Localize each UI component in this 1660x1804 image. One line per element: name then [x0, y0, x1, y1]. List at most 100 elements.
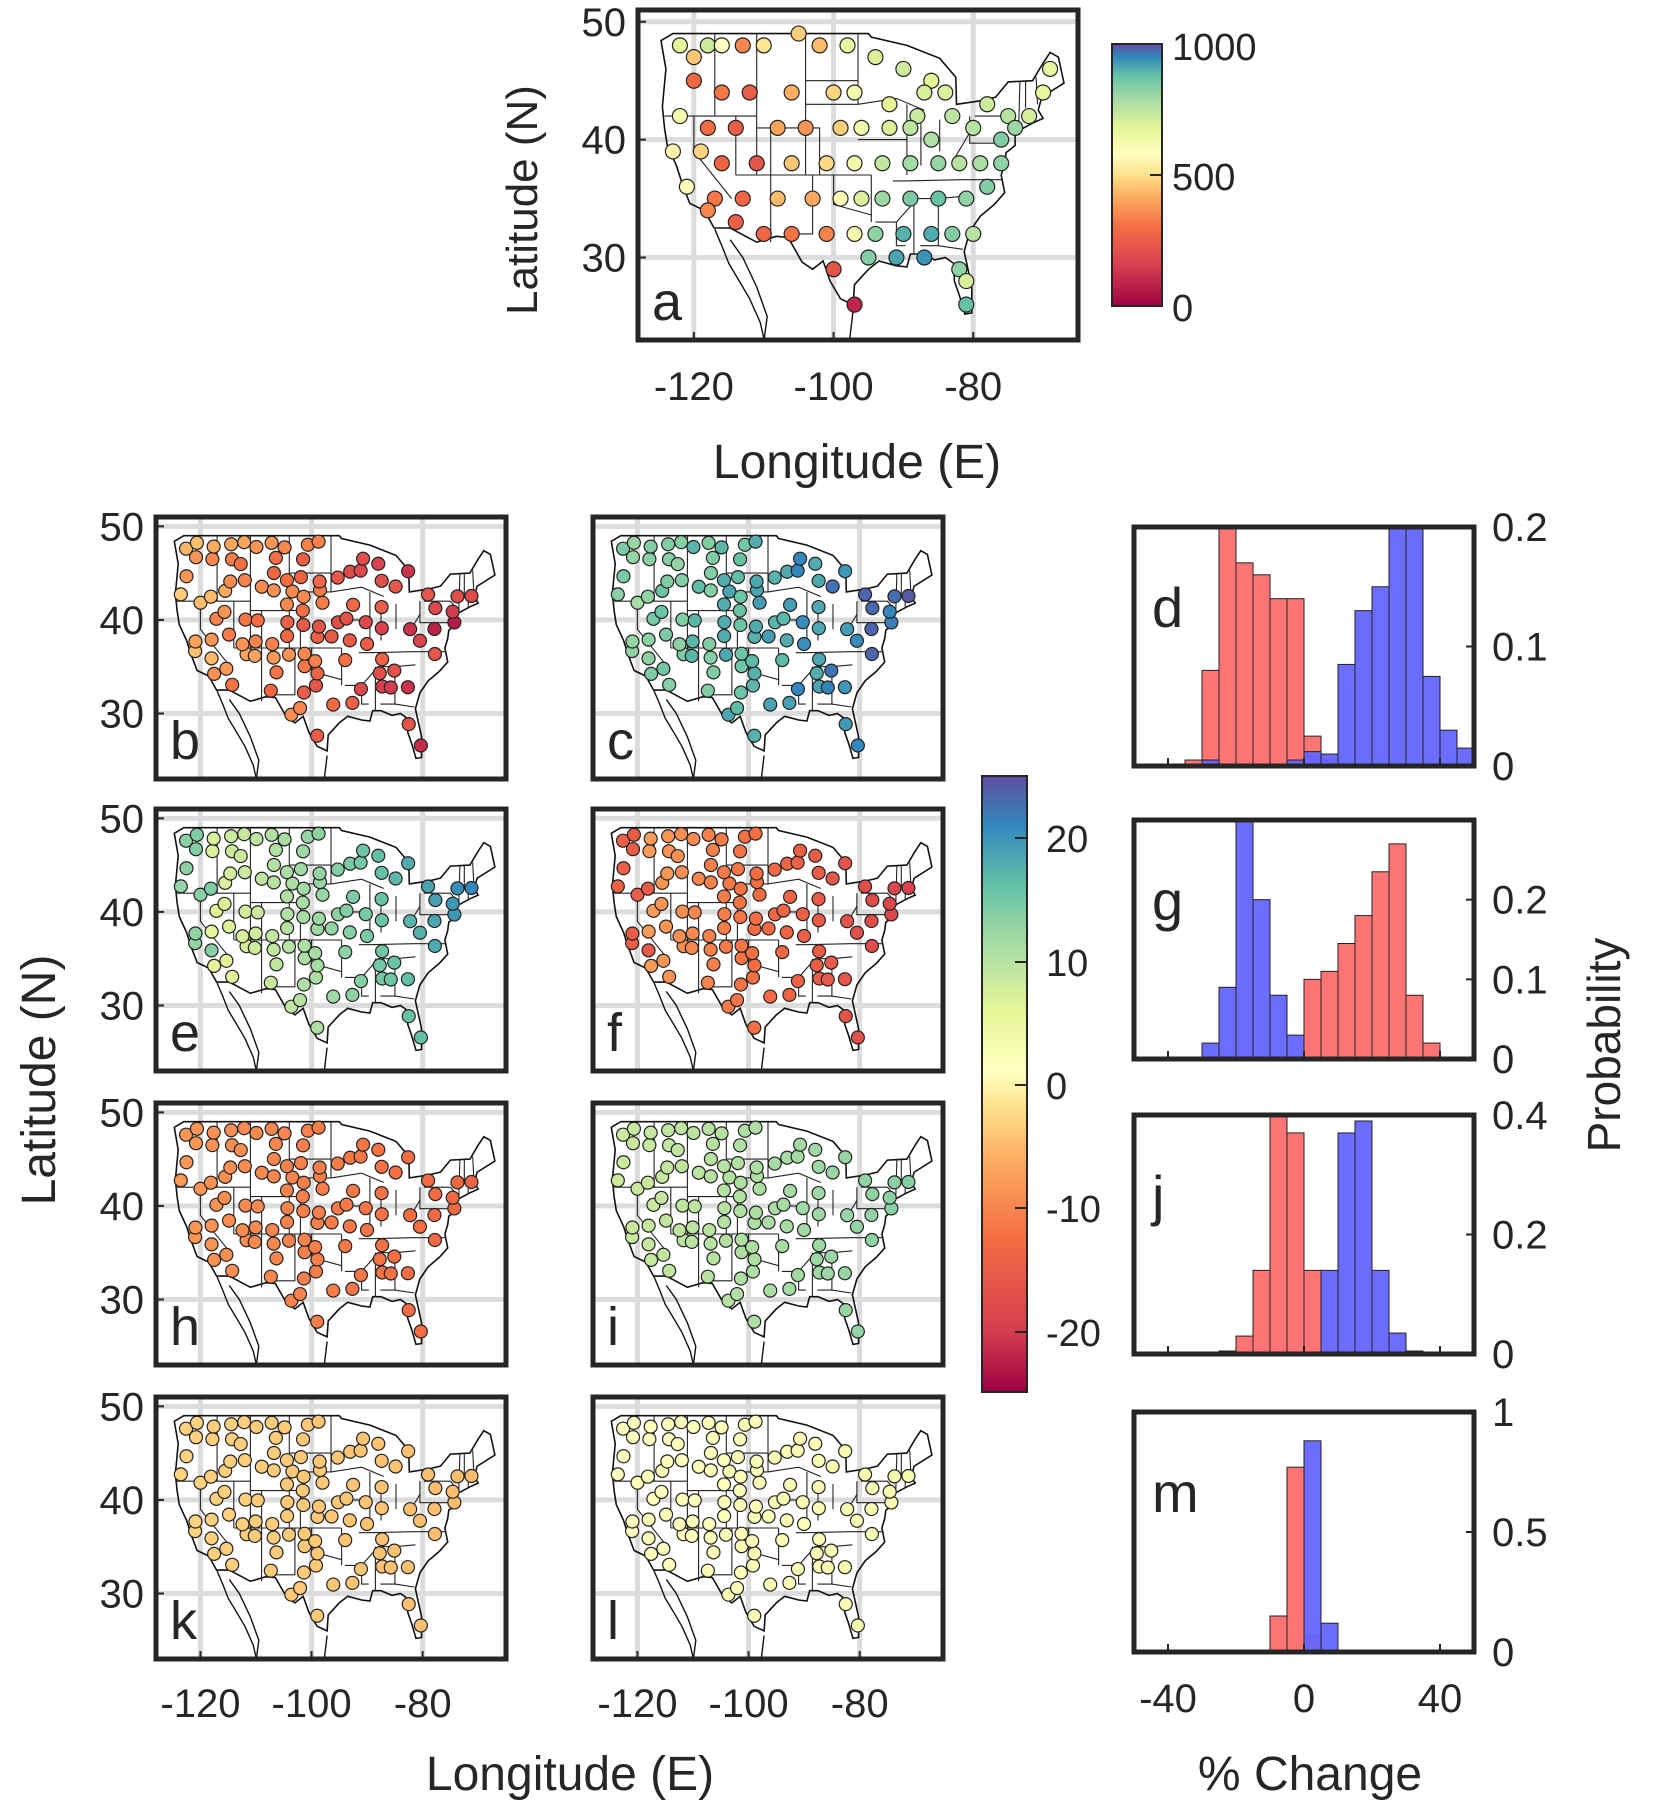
map-i-station-point	[882, 1190, 897, 1205]
map-h-station-point	[401, 1150, 416, 1165]
map-l-station-point	[691, 1459, 706, 1474]
map-f-state-border	[711, 940, 733, 988]
map-a-station-point	[685, 72, 702, 89]
map-a-station-point	[734, 37, 751, 54]
map-k-station-point	[179, 1449, 194, 1464]
map-a-station-point	[678, 178, 695, 195]
map-f-station-point	[837, 972, 853, 987]
map-c-station-point	[662, 677, 677, 692]
map-c-state-border	[909, 570, 912, 592]
map-i-station-point	[674, 1159, 689, 1174]
map-a-frame	[635, 7, 1081, 343]
map-e-station-point	[420, 879, 436, 894]
map-b-station-point	[355, 551, 371, 566]
map-i-state-border	[726, 1172, 822, 1184]
map-k-station-point	[217, 1484, 232, 1500]
map-b-station-point	[342, 633, 357, 648]
map-h-station-point	[372, 1252, 387, 1267]
map-e-station-point	[223, 866, 238, 881]
map-c-station-point	[691, 579, 706, 594]
map-b-coastline	[323, 755, 328, 779]
map-k-station-point	[207, 1546, 222, 1561]
map-f-station-point	[662, 969, 677, 984]
map-c-station-point	[748, 534, 763, 549]
map-k-plot-area	[156, 1397, 506, 1659]
map-i-station-point	[716, 1183, 732, 1198]
map-h-station-point	[179, 1155, 194, 1170]
map-f-station-point	[717, 907, 732, 922]
map-i-station-point	[809, 1252, 824, 1267]
map-a-station-point	[818, 225, 835, 243]
map-l-station-point	[706, 1545, 721, 1560]
map-h-station-point	[338, 1239, 353, 1254]
map-b-station-point	[249, 539, 264, 555]
map-b-station-point	[311, 619, 327, 634]
map-f-state-border	[831, 995, 852, 1000]
map-c-plot-area	[593, 517, 943, 779]
map-k-state-border	[394, 1583, 415, 1588]
map-a-coastline	[848, 310, 854, 340]
map-b-station-point	[428, 601, 443, 616]
map-l-station-point	[850, 1618, 865, 1633]
map-h-plot-area	[156, 1103, 506, 1365]
map-e-station-point	[297, 938, 312, 953]
map-f-station-point	[811, 891, 826, 907]
map-b-station-point	[223, 574, 238, 589]
map-i-station-point	[838, 1303, 853, 1318]
map-i-station-point	[700, 1269, 715, 1284]
map-k-station-point	[295, 1483, 310, 1498]
map-e-station-point	[413, 1030, 428, 1045]
map-a-state-border	[938, 245, 963, 250]
map-k-station-point	[263, 1563, 278, 1578]
map-a-station-point	[727, 214, 744, 231]
map-b-station-point	[311, 534, 326, 549]
map-b-station-point	[403, 622, 418, 637]
histogram-j-bar-blue	[1337, 1132, 1356, 1354]
map-a-station-point	[846, 225, 863, 243]
histogram-j-bar-red	[1235, 1335, 1254, 1354]
map-i-station-point	[747, 1314, 762, 1329]
map-c-state-border	[636, 601, 668, 668]
map-a-station-point	[944, 225, 961, 243]
map-h-station-point	[315, 1181, 330, 1196]
map-e-station-point	[412, 925, 428, 940]
map-a-station-point	[783, 84, 800, 101]
map-h-station-point	[412, 1219, 428, 1234]
map-f-station-point	[703, 857, 719, 873]
map-k-station-point	[189, 1415, 205, 1430]
map-f-station-point	[625, 926, 640, 941]
map-f-station-point	[685, 926, 700, 941]
map-f-station-point	[887, 881, 902, 896]
map-e-station-point	[387, 955, 402, 970]
map-a-station-point	[895, 225, 912, 243]
histogram-j-bar-red	[1286, 1132, 1305, 1354]
map-e-coastline	[216, 982, 257, 1070]
map-e-station-point	[339, 903, 354, 918]
map-i-station-point	[849, 1219, 865, 1234]
map-l-station-point	[630, 1475, 645, 1490]
map-e-station-point	[358, 907, 373, 922]
map-b-station-point	[247, 648, 262, 664]
map-c-station-point	[660, 574, 675, 589]
map-l-station-point	[761, 1509, 776, 1524]
map-k-station-point	[310, 1608, 325, 1623]
map-h-station-point	[238, 1198, 253, 1213]
map-e-coastline	[323, 1047, 328, 1071]
map-h-station-point	[311, 1205, 327, 1220]
map-l-station-point	[763, 1577, 778, 1592]
panel-label-l: l	[607, 1591, 619, 1651]
map-e-station-point	[266, 942, 281, 957]
map-k-station-point	[412, 1513, 428, 1528]
map-k-xtick: -100	[272, 1682, 352, 1726]
map-f-station-point	[732, 844, 748, 859]
map-e-station-point	[265, 928, 280, 944]
map-h-ytick: 40	[100, 1185, 145, 1229]
histogram-j-bar-blue	[1354, 1120, 1373, 1354]
map-k-station-point	[374, 1479, 389, 1495]
map-i-station-point	[625, 1220, 640, 1235]
map-f-station-point	[849, 925, 865, 940]
map-a-station-point	[874, 190, 891, 207]
map-a-station-point	[993, 131, 1010, 148]
map-k-station-point	[310, 1546, 325, 1561]
map-e-station-point	[204, 943, 219, 958]
